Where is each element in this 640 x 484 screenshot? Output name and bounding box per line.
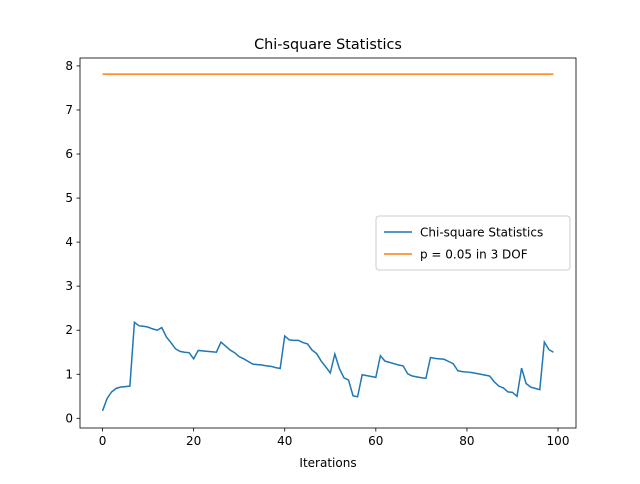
x-tick-label: 40 [277, 434, 292, 448]
x-tick-label: 100 [547, 434, 570, 448]
data-line [101, 320, 554, 412]
y-tick-label: 0 [65, 411, 73, 425]
y-tick-label: 8 [65, 59, 73, 73]
x-tick-label: 20 [186, 434, 201, 448]
x-axis-label: Iterations [299, 456, 356, 470]
y-tick-label: 7 [65, 103, 73, 117]
legend-label: p = 0.05 in 3 DOF [420, 248, 528, 262]
chart-title: Chi-square Statistics [254, 37, 402, 53]
legend-label: Chi-square Statistics [420, 226, 543, 240]
x-tick-label: 60 [368, 434, 383, 448]
legend-box [375, 215, 571, 271]
y-tick-label: 3 [65, 279, 73, 293]
x-tick-label: 0 [99, 434, 107, 448]
x-tick-label: 80 [459, 434, 474, 448]
y-tick-label: 2 [65, 323, 73, 337]
y-tick-label: 4 [65, 235, 73, 249]
y-tick-label: 1 [65, 367, 73, 381]
y-tick-label: 5 [65, 191, 73, 205]
plot-frame [79, 57, 577, 429]
y-tick-label: 6 [65, 147, 73, 161]
